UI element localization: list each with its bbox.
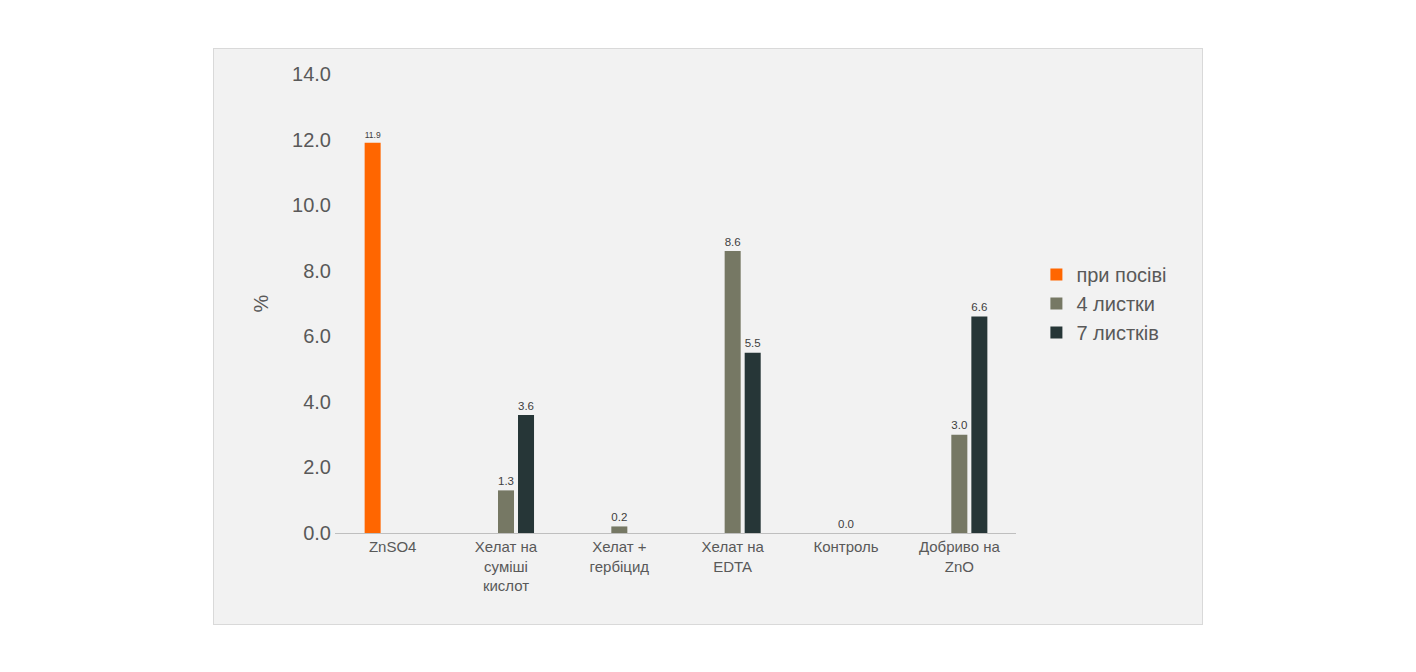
svg-text:6.6: 6.6 xyxy=(971,301,987,313)
svg-text:Хелат +гербіцид: Хелат +гербіцид xyxy=(590,538,650,575)
svg-text:4.0: 4.0 xyxy=(303,391,331,413)
svg-text:4 листки: 4 листки xyxy=(1076,293,1155,315)
svg-text:0.0: 0.0 xyxy=(303,522,331,544)
svg-text:Добриво наZnO: Добриво наZnO xyxy=(919,538,1001,575)
svg-text:0.2: 0.2 xyxy=(611,511,627,523)
svg-text:12.0: 12.0 xyxy=(292,129,331,151)
svg-text:3.6: 3.6 xyxy=(518,400,534,412)
svg-text:Хелат насумішікислот: Хелат насумішікислот xyxy=(475,538,538,594)
svg-text:Контроль: Контроль xyxy=(813,538,878,555)
svg-text:5.5: 5.5 xyxy=(745,337,761,349)
svg-text:0.0: 0.0 xyxy=(838,518,854,530)
svg-text:14.0: 14.0 xyxy=(292,63,331,85)
svg-text:2.0: 2.0 xyxy=(303,456,331,478)
svg-text:10.0: 10.0 xyxy=(292,194,331,216)
svg-text:при посіві: при посіві xyxy=(1076,264,1166,286)
svg-text:1.3: 1.3 xyxy=(498,475,514,487)
svg-text:3.0: 3.0 xyxy=(951,419,967,431)
svg-text:8.0: 8.0 xyxy=(303,260,331,282)
svg-text:6.0: 6.0 xyxy=(303,325,331,347)
svg-text:Хелат наEDTA: Хелат наEDTA xyxy=(702,538,765,575)
svg-text:%: % xyxy=(250,294,272,312)
svg-text:7 листків: 7 листків xyxy=(1076,322,1159,344)
svg-text:8.6: 8.6 xyxy=(725,236,741,248)
svg-text:11.9: 11.9 xyxy=(365,130,381,140)
svg-text:ZnSO4: ZnSO4 xyxy=(369,538,417,555)
